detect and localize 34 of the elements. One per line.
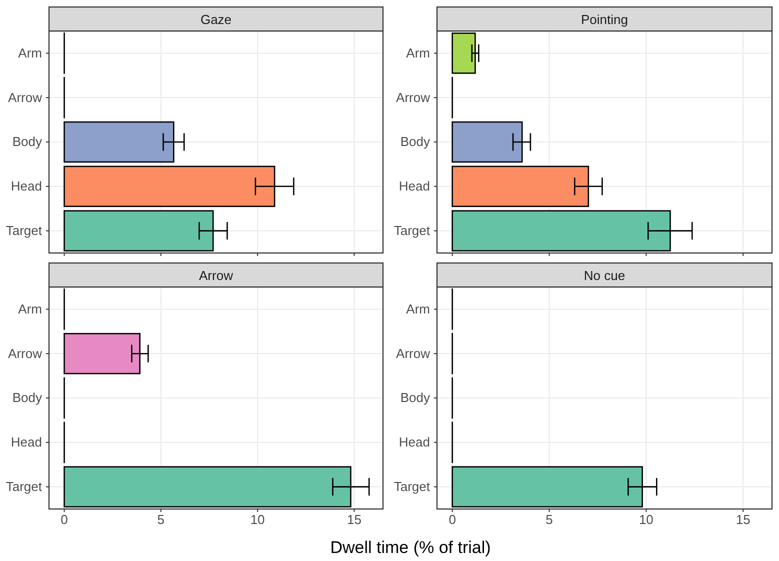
chart-title: Pointing xyxy=(581,12,628,27)
y-tick-label: Target xyxy=(394,478,430,494)
x-tick-label: 10 xyxy=(638,512,654,528)
chart-title: No cue xyxy=(584,268,626,283)
x-tick-label: 0 xyxy=(60,512,68,528)
y-tick-label: Target xyxy=(6,222,42,238)
x-tick-label: 15 xyxy=(346,512,362,528)
x-tick-label: 5 xyxy=(546,512,553,528)
x-tick-label: 0 xyxy=(448,512,456,528)
y-tick-label: Head xyxy=(398,434,430,450)
y-tick-label: Target xyxy=(394,222,430,238)
x-axis-title: Dwell time (% of trial) xyxy=(330,538,491,557)
y-tick-label: Body xyxy=(400,134,430,150)
x-tick-label: 5 xyxy=(157,512,165,528)
y-tick-label: Arm xyxy=(18,45,42,60)
chart-title: Arrow xyxy=(199,268,234,283)
y-tick-label: Arrow xyxy=(396,90,431,105)
y-tick-label: Arrow xyxy=(396,346,431,361)
y-tick-label: Arm xyxy=(18,301,42,316)
bar xyxy=(452,32,476,74)
y-tick-label: Arrow xyxy=(8,346,43,361)
y-tick-label: Arm xyxy=(406,301,430,316)
y-tick-label: Target xyxy=(6,478,42,494)
y-tick-label: Body xyxy=(400,390,430,406)
y-tick-label: Head xyxy=(10,434,42,450)
x-tick-label: 10 xyxy=(250,512,265,528)
y-tick-label: Body xyxy=(12,134,42,150)
y-tick-label: Arm xyxy=(406,45,430,60)
y-tick-label: Head xyxy=(10,178,42,194)
y-tick-label: Head xyxy=(398,178,430,194)
x-tick-label: 15 xyxy=(736,512,750,528)
y-tick-label: Arrow xyxy=(8,90,43,105)
chart-title: Gaze xyxy=(200,12,232,27)
y-tick-label: Body xyxy=(12,390,42,406)
